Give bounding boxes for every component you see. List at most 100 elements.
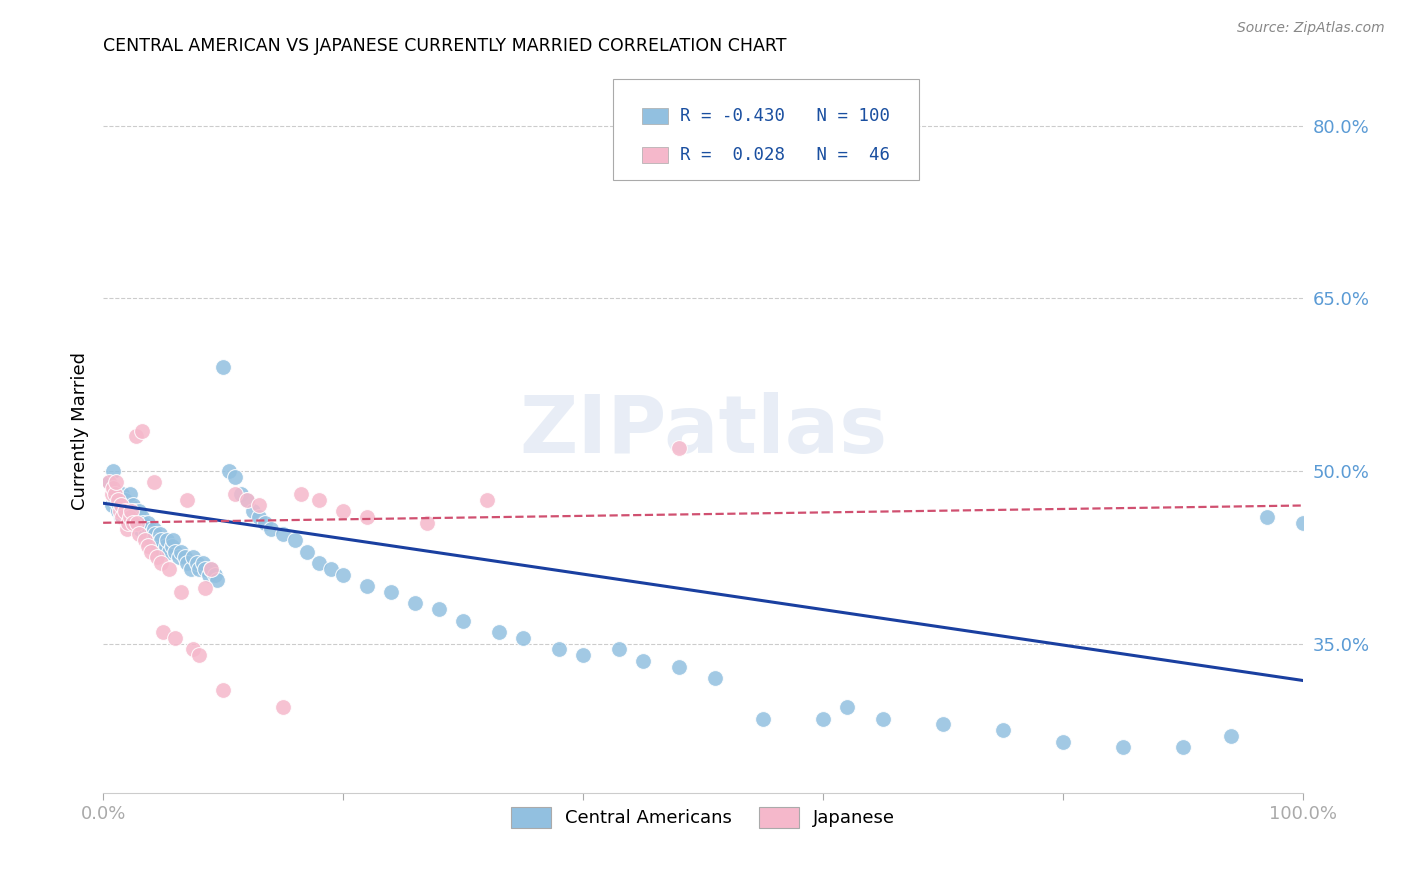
Point	[155, 539, 177, 553]
Point	[200, 562, 222, 576]
Point	[148, 539, 170, 553]
Point	[811, 712, 834, 726]
Point	[125, 516, 148, 530]
Point	[180, 562, 202, 576]
Point	[101, 464, 124, 478]
Point	[290, 487, 312, 501]
Point	[186, 556, 208, 570]
Point	[122, 516, 145, 530]
Point	[135, 527, 157, 541]
Point	[218, 464, 240, 478]
Point	[128, 504, 150, 518]
Point	[160, 539, 183, 553]
Text: Source: ZipAtlas.com: Source: ZipAtlas.com	[1237, 21, 1385, 35]
Point	[572, 648, 595, 663]
Point	[98, 475, 121, 490]
Point	[191, 556, 214, 570]
Point	[295, 544, 318, 558]
Point	[165, 631, 187, 645]
Point	[173, 550, 195, 565]
Point	[170, 585, 193, 599]
Point	[105, 475, 128, 490]
Point	[332, 567, 354, 582]
Point	[835, 700, 858, 714]
Point	[607, 642, 630, 657]
Point	[167, 550, 190, 565]
Point	[197, 567, 219, 582]
Point	[271, 527, 294, 541]
Point	[668, 659, 690, 673]
Point	[152, 625, 174, 640]
Point	[1171, 740, 1194, 755]
Point	[236, 492, 259, 507]
Point	[120, 504, 142, 518]
Point	[139, 544, 162, 558]
Point	[149, 556, 172, 570]
Point	[156, 533, 179, 547]
Point	[101, 481, 124, 495]
Point	[356, 579, 378, 593]
Point	[332, 504, 354, 518]
Point	[194, 582, 217, 596]
Point	[1112, 740, 1135, 755]
Point	[181, 550, 204, 565]
Point	[104, 492, 127, 507]
Point	[704, 671, 727, 685]
Point	[124, 429, 146, 443]
Point	[142, 522, 165, 536]
Point	[152, 544, 174, 558]
Point	[117, 516, 139, 530]
Point	[128, 516, 150, 530]
Point	[110, 510, 132, 524]
Point	[115, 510, 138, 524]
Point	[104, 487, 127, 501]
Text: ZIPatlas: ZIPatlas	[519, 392, 887, 470]
Point	[108, 504, 131, 518]
Point	[212, 682, 235, 697]
Point	[548, 642, 571, 657]
Point	[114, 504, 136, 518]
Point	[136, 516, 159, 530]
Point	[165, 544, 187, 558]
Point	[118, 487, 141, 501]
Point	[100, 487, 122, 501]
Point	[125, 516, 148, 530]
Point	[124, 504, 146, 518]
Point	[131, 424, 153, 438]
Point	[104, 487, 127, 501]
Point	[932, 717, 955, 731]
Point	[242, 504, 264, 518]
Point	[117, 516, 139, 530]
Point	[111, 510, 134, 524]
Point	[118, 499, 141, 513]
Point	[236, 492, 259, 507]
Point	[132, 516, 155, 530]
Point	[100, 499, 122, 513]
Point	[512, 631, 534, 645]
Point	[631, 654, 654, 668]
Point	[247, 499, 270, 513]
Point	[157, 544, 180, 558]
Point	[120, 504, 142, 518]
Point	[110, 492, 132, 507]
Point	[427, 602, 450, 616]
FancyBboxPatch shape	[643, 147, 668, 162]
Point	[141, 533, 163, 547]
Point	[111, 487, 134, 501]
Point	[200, 562, 222, 576]
Point	[1292, 516, 1315, 530]
Point	[212, 360, 235, 375]
Point	[451, 614, 474, 628]
Point	[110, 499, 132, 513]
Point	[148, 527, 170, 541]
Point	[129, 522, 152, 536]
Point	[112, 504, 135, 518]
Point	[488, 625, 510, 640]
Point	[176, 492, 198, 507]
Point	[134, 533, 156, 547]
Point	[121, 516, 143, 530]
Point	[146, 550, 169, 565]
Point	[149, 533, 172, 547]
Point	[115, 522, 138, 536]
Point	[404, 596, 426, 610]
